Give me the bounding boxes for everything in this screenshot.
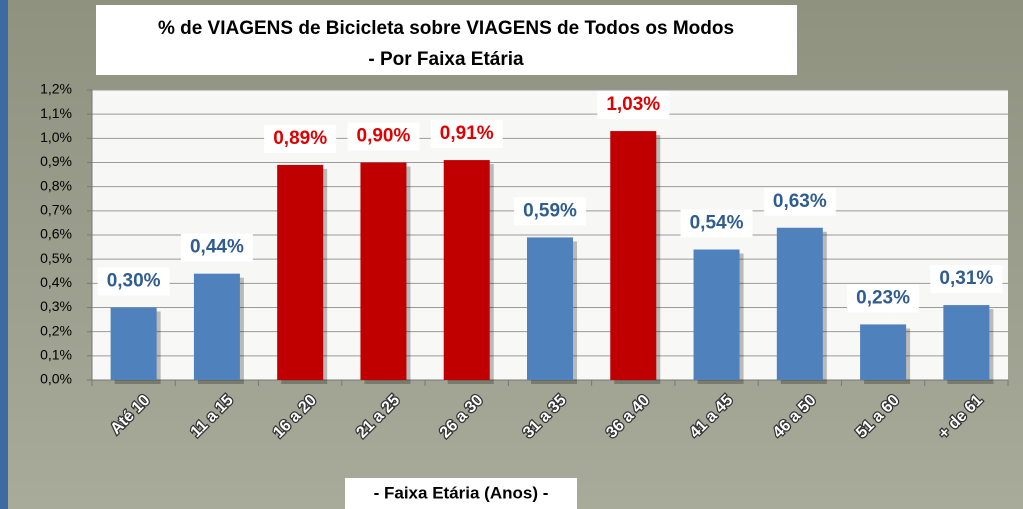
- chart-title: % de VIAGENS de Bicicleta sobre VIAGENS …: [158, 18, 734, 39]
- left-edge: [0, 0, 8, 509]
- y-tick-label: 1,1%: [40, 105, 72, 121]
- y-tick-label: 0,6%: [40, 226, 72, 242]
- value-label-box: [97, 267, 170, 296]
- bar: [610, 131, 657, 380]
- chart-subtitle: - Por Faixa Etária: [368, 49, 524, 70]
- value-label-box: [930, 265, 1003, 294]
- x-label-box: [345, 478, 577, 509]
- y-tick-label: 0,5%: [40, 250, 72, 266]
- value-label-box: [597, 91, 670, 120]
- value-label-box: [347, 122, 420, 151]
- value-label: 0,63%: [773, 191, 827, 212]
- value-label-box: [847, 284, 920, 313]
- bar: [277, 164, 324, 380]
- value-label: 0,23%: [856, 287, 910, 308]
- y-tick-label: 0,0%: [40, 371, 72, 387]
- bar: [776, 227, 823, 380]
- value-label: 0,44%: [190, 237, 244, 258]
- value-label-box: [763, 187, 836, 216]
- bar: [110, 307, 157, 380]
- value-label: 0,90%: [357, 126, 411, 147]
- value-label-box: [264, 124, 337, 153]
- y-tick-label: 1,2%: [40, 81, 72, 97]
- value-label: 0,59%: [523, 200, 577, 221]
- bar: [193, 273, 240, 380]
- value-label: 0,91%: [440, 123, 494, 144]
- bar: [943, 305, 990, 380]
- value-label: 0,89%: [273, 128, 327, 149]
- value-label: 0,30%: [107, 271, 161, 292]
- value-label-box: [430, 120, 503, 149]
- y-tick-label: 0,8%: [40, 177, 72, 193]
- y-tick-label: 0,7%: [40, 202, 72, 218]
- value-label-box: [514, 197, 586, 226]
- value-label-box: [680, 209, 753, 238]
- bar: [527, 237, 573, 380]
- bar: [360, 162, 407, 380]
- value-label: 1,03%: [606, 94, 660, 115]
- bar: [443, 160, 490, 380]
- x-axis-label: - Faixa Etária (Anos) -: [374, 483, 549, 502]
- y-tick-label: 0,9%: [40, 153, 72, 169]
- y-tick-label: 0,2%: [40, 322, 72, 338]
- y-tick-label: 0,3%: [40, 298, 72, 314]
- y-tick-label: 0,1%: [40, 347, 72, 363]
- y-tick-label: 1,0%: [40, 129, 72, 145]
- bar: [693, 249, 740, 380]
- title-box: [96, 5, 797, 75]
- bar: [860, 324, 907, 380]
- y-tick-label: 0,4%: [40, 274, 72, 290]
- value-label: 0,54%: [690, 213, 744, 234]
- value-label-box: [180, 233, 253, 262]
- value-label: 0,31%: [939, 268, 993, 289]
